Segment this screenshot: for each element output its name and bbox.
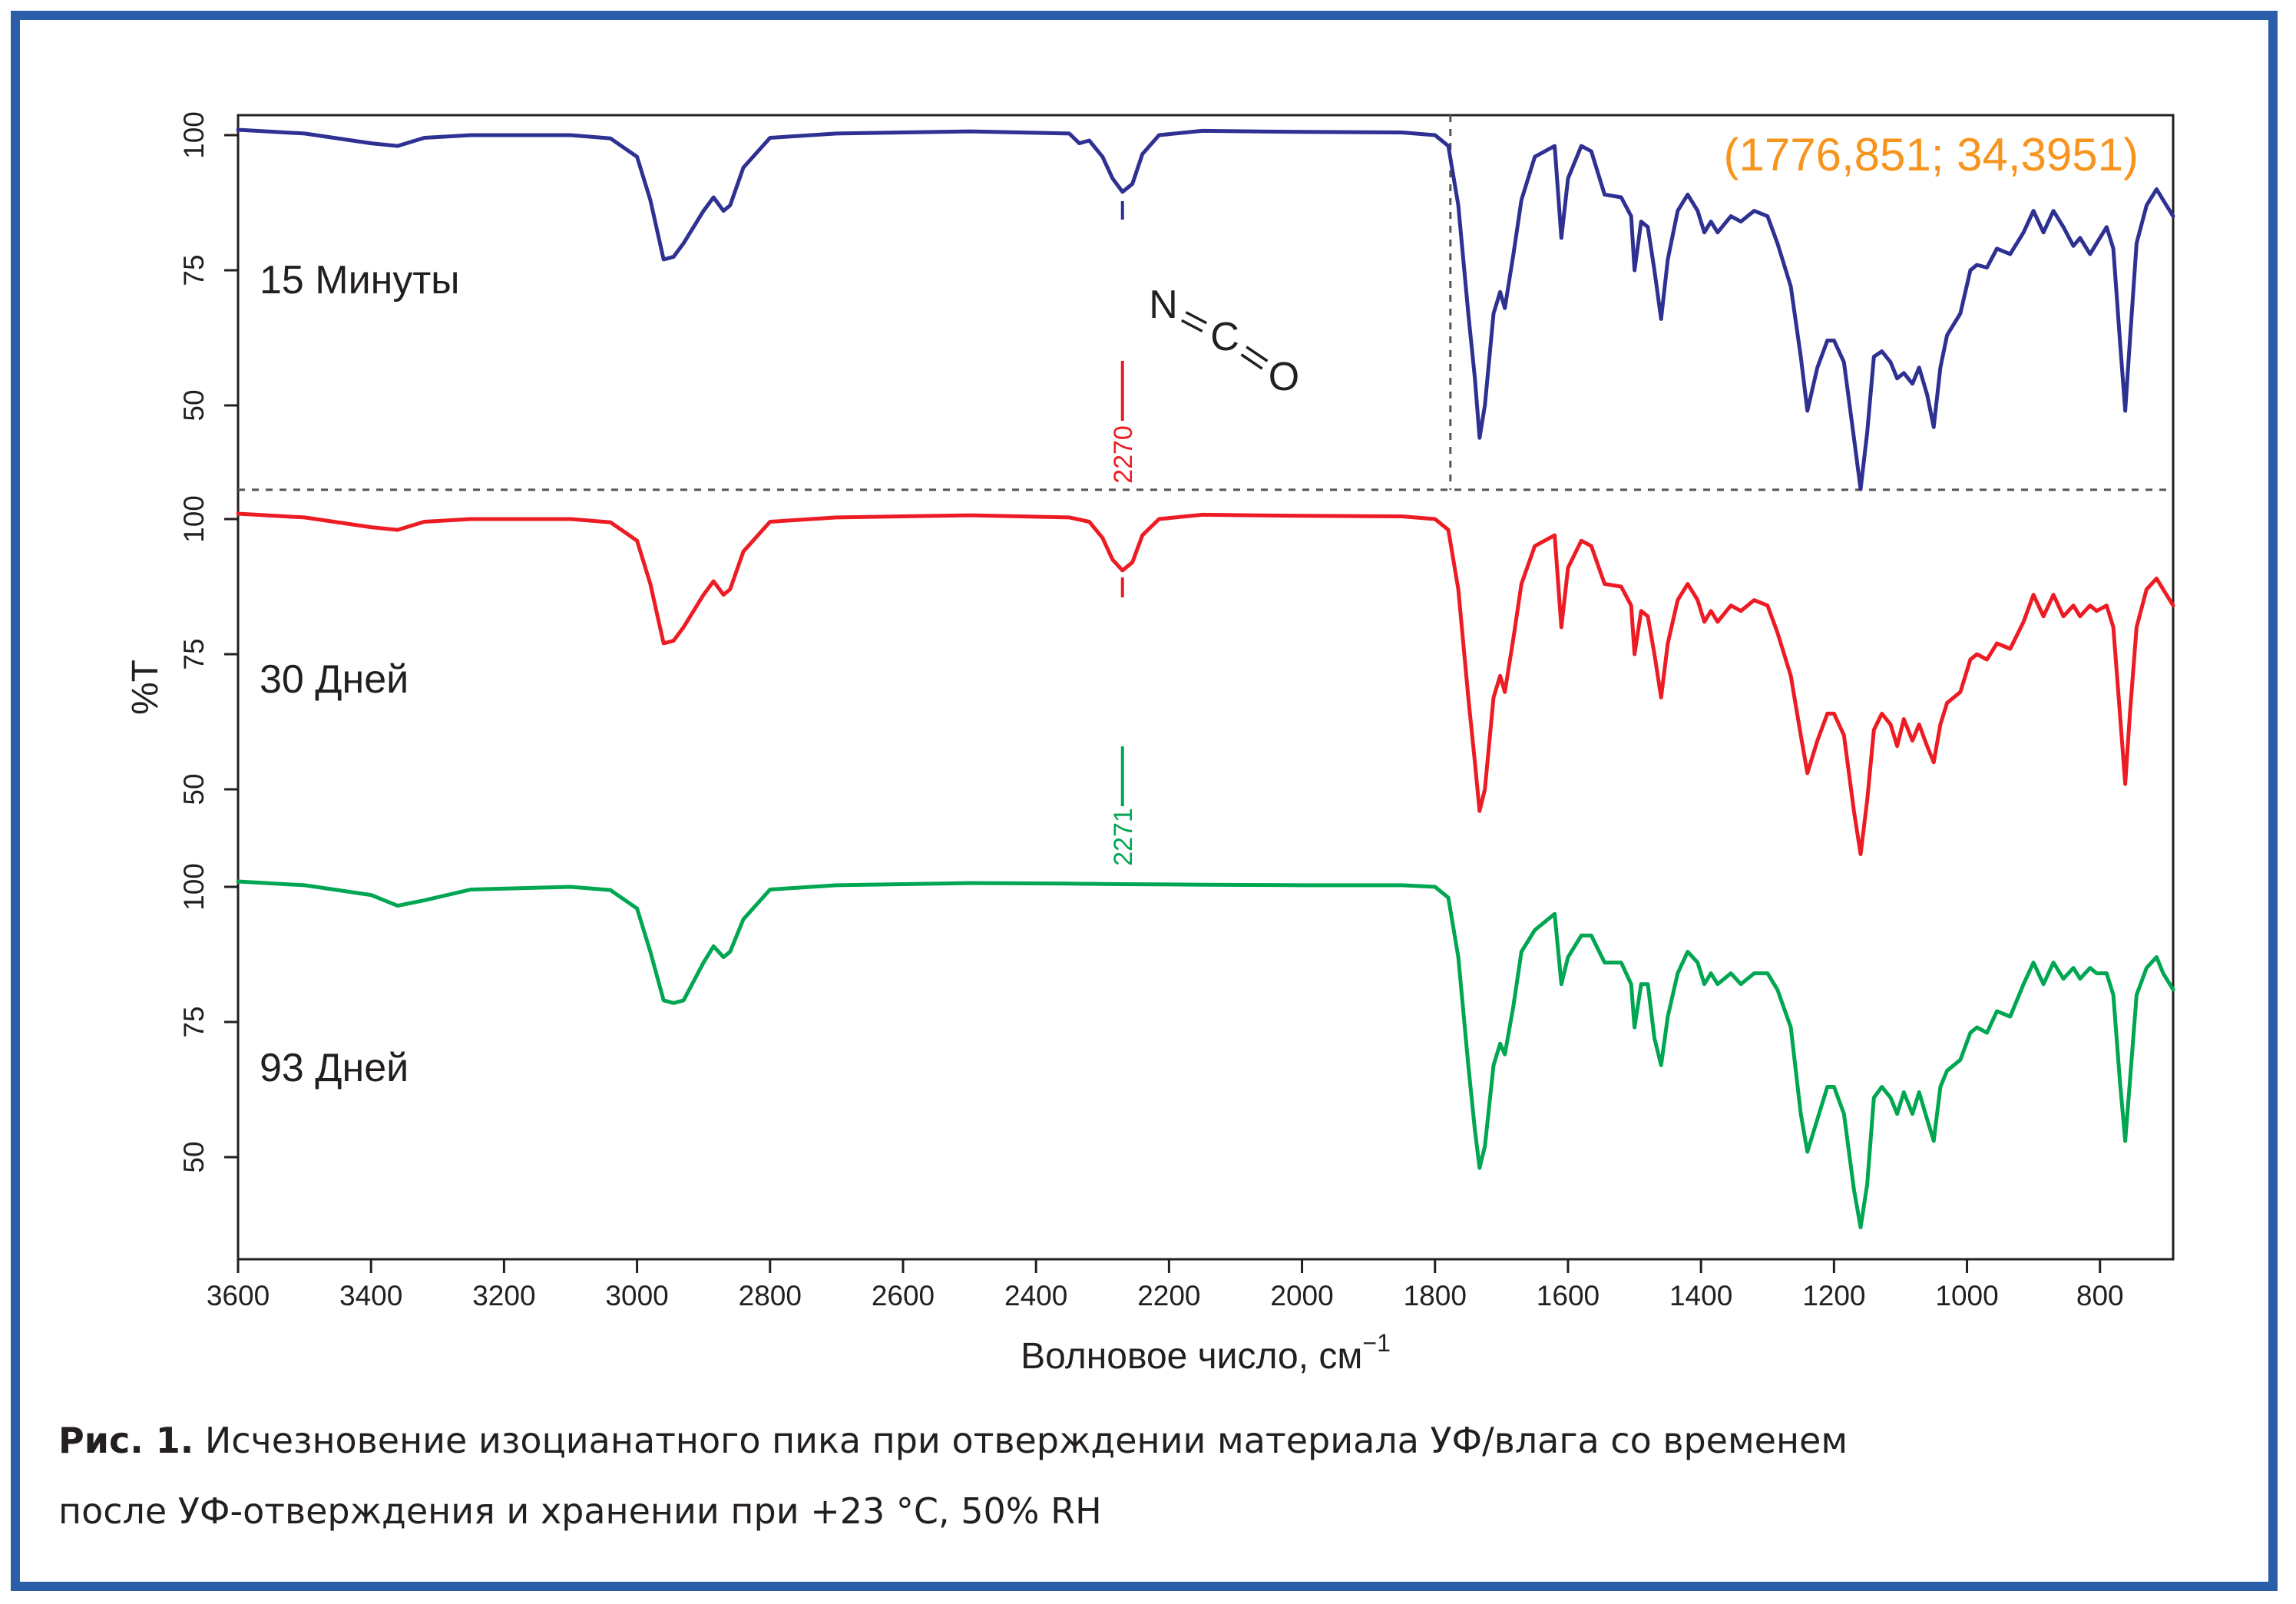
series-name-1: 15 Минуты: [260, 258, 460, 303]
x-tick-label: 3000: [605, 1280, 668, 1311]
peak-label-2270: 2270: [1109, 425, 1138, 484]
y-axis-label: %T: [125, 660, 166, 715]
y-tick-label: 50: [178, 1141, 210, 1172]
x-tick-label: 2000: [1270, 1280, 1333, 1311]
x-tick-label: 800: [2076, 1280, 2124, 1311]
x-tick-label: 3600: [207, 1280, 270, 1311]
plot-frame: [237, 114, 2175, 1261]
x-tick-label: 2800: [739, 1280, 802, 1311]
x-tick-label: 3400: [339, 1280, 402, 1311]
nco-bond-1: [1180, 319, 1203, 332]
plot-axes: 3600 3400 3200 3000 2800 2600 2400 2200 2000 1800…: [178, 111, 2175, 1311]
series-name-2: 30 Дней: [260, 657, 409, 702]
nco-atom-n: N: [1149, 283, 1178, 327]
spectra-series: [236, 127, 2175, 1229]
series-name-3: 93 Дней: [260, 1046, 409, 1090]
x-axis-label: Волновое число, см−1: [1021, 1329, 1391, 1377]
y-tick-label: 75: [178, 1006, 210, 1037]
y-tick-label: 100: [178, 495, 210, 543]
x-axis-label-superscript: −1: [1362, 1329, 1390, 1357]
series-line-1: [236, 127, 2175, 491]
peak-label-2271: 2271: [1109, 808, 1138, 866]
x-axis-label-text: Волновое число, см: [1021, 1336, 1362, 1377]
y-tick-label: 100: [178, 111, 210, 159]
y-tick-label: 75: [178, 638, 210, 670]
nco-bond-2: [1240, 353, 1263, 370]
figure-caption: Рис. 1. Исчезновение изоцианатного пика …: [58, 1405, 2208, 1546]
x-tick-label: 1400: [1669, 1280, 1732, 1311]
y-tick-label: 50: [178, 389, 210, 421]
nco-bond-1: [1185, 311, 1208, 325]
x-tick-label: 2400: [1004, 1280, 1067, 1311]
x-tick-label: 1000: [1935, 1280, 1998, 1311]
x-tick-label: 2600: [872, 1280, 935, 1311]
nco-atom-c: C: [1210, 315, 1239, 359]
y-tick-label: 50: [178, 773, 210, 805]
x-tick-label: 1800: [1404, 1280, 1467, 1311]
y-tick-label: 100: [178, 863, 210, 911]
ftir-chart: 3600 3400 3200 3000 2800 2600 2400 2200 2000 1800…: [125, 111, 2175, 1377]
caption-text: Исчезновение изоцианатного пика при отве…: [204, 1420, 1848, 1461]
x-tick-label: 1600: [1537, 1280, 1600, 1311]
nco-bond-2: [1246, 346, 1269, 362]
crosshair-coordinate-label: (1776,851; 34,3951): [1724, 129, 2139, 180]
caption-label: Рис. 1.: [58, 1420, 194, 1461]
series-line-2: [236, 511, 2175, 856]
caption-line2: после УФ-отверждения и хранении при +23 …: [58, 1490, 1102, 1532]
y-tick-label: 75: [178, 254, 210, 286]
x-tick-label: 3200: [472, 1280, 535, 1311]
figure-frame: [11, 11, 2278, 1591]
chart-labels: Волновое число, см−1 %T (1776,851; 34,3951…: [125, 129, 2139, 1377]
x-tick-label: 2200: [1137, 1280, 1200, 1311]
series-line-3: [236, 879, 2175, 1229]
nco-atom-o: O: [1269, 355, 1299, 399]
x-tick-label: 1200: [1802, 1280, 1865, 1311]
